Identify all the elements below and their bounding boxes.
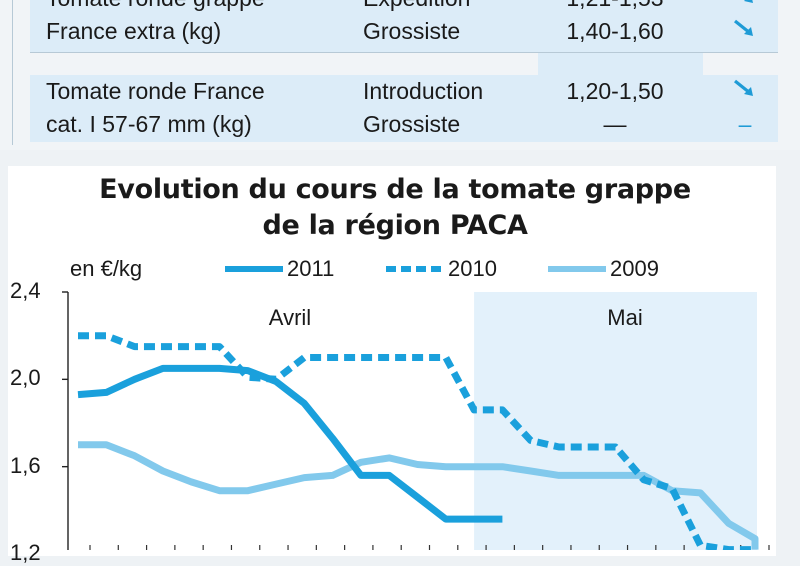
series-line-2009 xyxy=(78,441,759,550)
product-cell: Tomate ronde grappe France extra (kg) xyxy=(46,0,265,48)
y-tick-label: 2,0 xyxy=(10,365,41,391)
legend-swatch-2010 xyxy=(386,266,444,272)
product-line: France extra (kg) xyxy=(46,18,222,44)
legend-swatch-2011 xyxy=(225,266,283,272)
price-line: 1,21-1,53 xyxy=(560,0,670,15)
series-line-2010 xyxy=(78,332,755,550)
product-line: Tomate ronde grappe xyxy=(46,0,265,15)
stage-line: Introduction xyxy=(363,78,484,104)
price-line: — xyxy=(603,111,627,137)
price-line: 1,20-1,50 xyxy=(566,78,664,104)
series-line-2011 xyxy=(77,364,503,523)
product-line: cat. I 57-67 mm (kg) xyxy=(46,111,252,137)
trend-down-arrow-icon xyxy=(730,75,760,108)
y-tick-label: 2,4 xyxy=(10,278,41,303)
trend-down-arrow-icon xyxy=(730,0,760,15)
trend-flat-dash: – xyxy=(738,111,752,137)
chart-title-line: Evolution du cours de la tomate grappe xyxy=(99,174,691,205)
line-chart xyxy=(62,291,770,550)
row-divider xyxy=(30,52,778,53)
chart-title: Evolution du cours de la tomate grappe d… xyxy=(0,172,790,244)
trend-cell xyxy=(730,0,760,48)
y-axis-unit-label: en €/kg xyxy=(70,256,143,281)
price-table: Tomate ronde grappe France extra (kg) Ex… xyxy=(0,0,800,150)
stage-line: Grossiste xyxy=(363,111,461,137)
stage-line: Expédition xyxy=(363,0,470,15)
trend-cell: – xyxy=(730,75,760,141)
table-frame xyxy=(12,0,800,145)
legend-label: 2009 xyxy=(610,256,659,281)
price-cell: 1,20-1,50 — xyxy=(560,75,670,141)
y-tick-label: 1,2 xyxy=(10,540,41,565)
legend-swatch-2009 xyxy=(548,266,606,272)
price-line: 1,40-1,60 xyxy=(566,18,664,44)
legend-label: 2011 xyxy=(287,256,335,281)
stage-cell: Expédition Grossiste xyxy=(363,0,470,48)
table-row: Tomate ronde France cat. I 57-67 mm (kg)… xyxy=(30,75,778,142)
month-label: Avril xyxy=(268,305,312,330)
month-band xyxy=(68,292,475,550)
price-cell: 1,21-1,53 1,40-1,60 xyxy=(560,0,670,48)
stage-line: Grossiste xyxy=(363,18,461,44)
y-tick-label: 1,6 xyxy=(10,452,41,478)
product-line: Tomate ronde France xyxy=(46,78,265,104)
product-cell: Tomate ronde France cat. I 57-67 mm (kg) xyxy=(46,75,265,141)
legend-label: 2010 xyxy=(448,256,497,281)
stage-cell: Introduction Grossiste xyxy=(363,75,483,141)
month-label: Mai xyxy=(607,305,643,330)
trend-down-arrow-icon xyxy=(730,15,760,48)
chart-title-line: de la région PACA xyxy=(262,210,528,241)
table-row: Tomate ronde grappe France extra (kg) Ex… xyxy=(30,0,778,52)
